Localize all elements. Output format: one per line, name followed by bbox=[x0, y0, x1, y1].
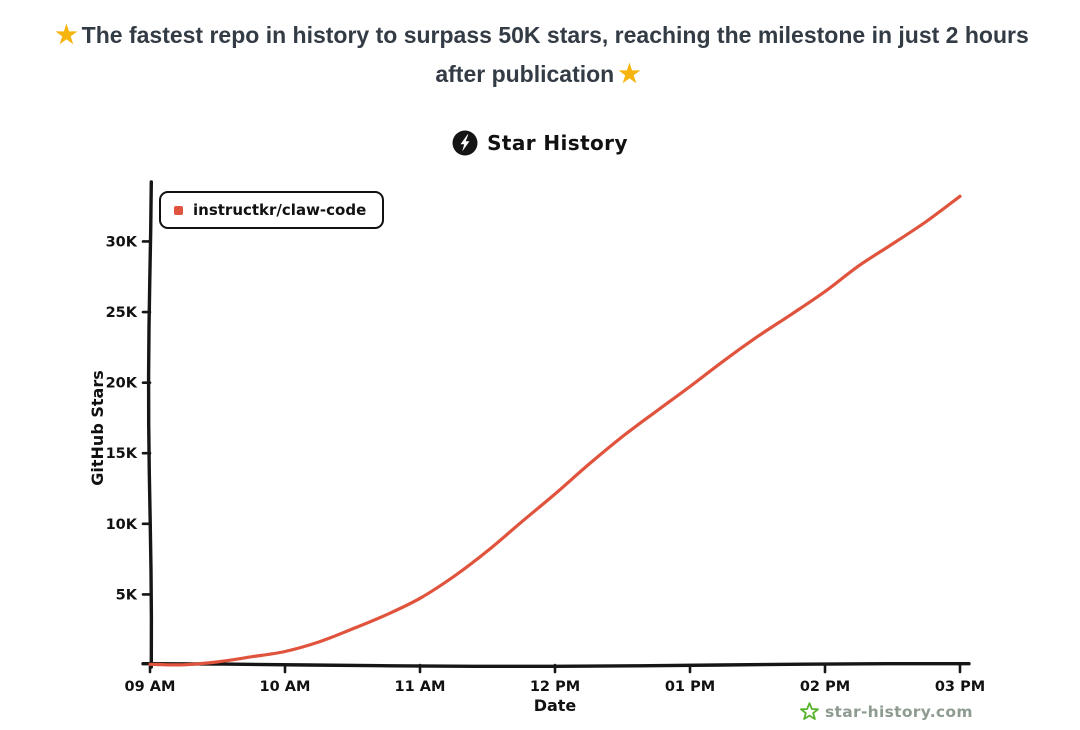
watermark-text: star-history.com bbox=[825, 702, 973, 721]
legend: instructkr/claw-code bbox=[159, 191, 385, 229]
y-tick-label: 25K bbox=[106, 305, 138, 321]
x-tick-label: 03 PM bbox=[935, 679, 985, 695]
chart-header: Star History bbox=[0, 130, 1080, 156]
headline-text: The fastest repo in history to surpass 5… bbox=[81, 22, 1029, 87]
y-tick-label: 10K bbox=[106, 517, 138, 533]
chart-title: Star History bbox=[487, 131, 628, 155]
headline: ★ The fastest repo in history to surpass … bbox=[30, 16, 1050, 94]
series-line bbox=[148, 194, 962, 667]
star-emoji-right: ★ bbox=[618, 59, 641, 88]
legend-series-label: instructkr/claw-code bbox=[193, 201, 367, 219]
y-tick-label: 20K bbox=[106, 376, 138, 392]
y-axis bbox=[146, 180, 154, 669]
x-tick-label: 11 AM bbox=[395, 679, 446, 695]
y-tick-label: 30K bbox=[106, 234, 138, 250]
x-tick-label: 12 PM bbox=[530, 679, 580, 695]
green-star-icon bbox=[800, 702, 819, 721]
chart-area: GitHub Stars Date 09 AM 10 AM 11 AM 12 PM 01… bbox=[88, 175, 993, 727]
legend-marker bbox=[174, 205, 183, 215]
x-tick-label: 01 PM bbox=[665, 679, 715, 695]
x-tick-label: 02 PM bbox=[800, 679, 850, 695]
y-tick-label: 15K bbox=[106, 446, 138, 462]
y-tick-label: 5K bbox=[116, 587, 138, 603]
x-tick-label: 09 AM bbox=[125, 679, 176, 695]
x-axis-label: Date bbox=[534, 696, 577, 715]
star-history-logo-icon bbox=[452, 130, 478, 156]
x-tick-label: 10 AM bbox=[260, 679, 311, 695]
y-axis-label: GitHub Stars bbox=[88, 370, 107, 485]
star-emoji-left: ★ bbox=[55, 21, 78, 49]
line-chart-svg: GitHub Stars Date 09 AM 10 AM 11 AM 12 PM 01… bbox=[88, 180, 985, 715]
watermark: star-history.com bbox=[800, 702, 973, 721]
